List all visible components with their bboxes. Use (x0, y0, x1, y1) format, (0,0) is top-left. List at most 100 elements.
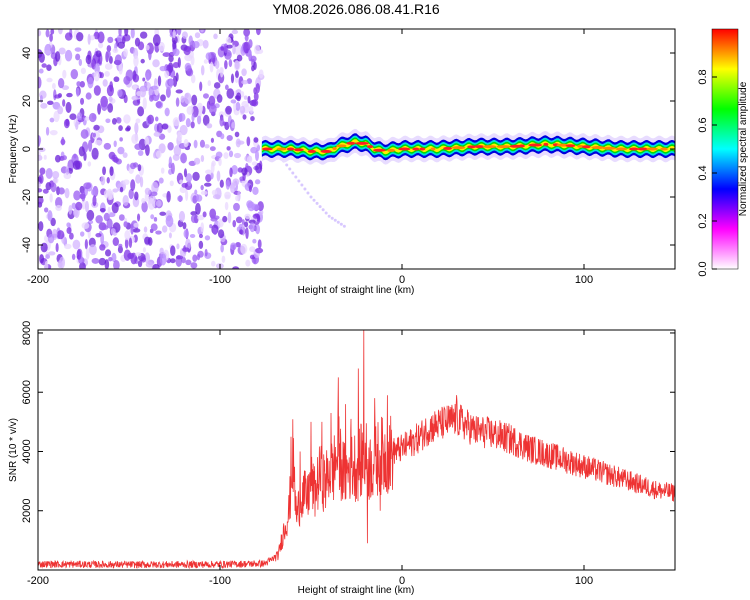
noise-blob (137, 106, 145, 117)
noise-blob (64, 243, 72, 250)
noise-blob (175, 72, 179, 82)
noise-blob (71, 202, 77, 210)
noise-blob (170, 258, 176, 264)
noise-blob (38, 68, 44, 74)
noise-blob (167, 141, 174, 151)
noise-blob (258, 69, 264, 79)
noise-blob (118, 125, 123, 131)
noise-blob (113, 76, 120, 83)
noise-blob (105, 249, 112, 257)
noise-blob (49, 33, 53, 42)
noise-blob (208, 104, 217, 115)
faint-trace-dot (315, 201, 319, 205)
colorbar-tick-label: 0.4 (697, 165, 709, 180)
noise-blob (72, 160, 81, 170)
figure-title: YM08.2026.086.08.41.R16 (272, 1, 440, 17)
noise-blob (221, 255, 226, 263)
spectral-hotspot (293, 148, 304, 152)
faint-trace-dot (285, 163, 289, 167)
noise-blob (241, 68, 247, 77)
noise-blob (133, 55, 139, 67)
snr-ytick-label: 4000 (21, 439, 33, 463)
noise-blob (254, 179, 261, 185)
noise-blob (52, 177, 59, 184)
noise-blob (230, 183, 235, 194)
spectral-hotspot (615, 147, 628, 151)
noise-blob (137, 260, 143, 268)
noise-blob (209, 146, 216, 152)
spectral-hotspot (307, 149, 317, 153)
noise-blob (182, 222, 187, 230)
noise-blob (87, 76, 94, 89)
spectral-hotspot (602, 146, 616, 150)
noise-blob (85, 92, 92, 100)
noise-blob (191, 94, 198, 106)
noise-blob (113, 260, 120, 269)
spectral-hotspot (646, 147, 659, 151)
faint-trace-dot (327, 214, 331, 218)
noise-blob (76, 31, 84, 42)
noise-blob (61, 85, 70, 91)
noise-blob (141, 197, 146, 204)
noise-blob (249, 246, 256, 253)
noise-blob (66, 92, 73, 98)
snr-xtick-label: -200 (27, 575, 49, 587)
noise-blob (193, 157, 201, 165)
noise-blob (99, 244, 106, 251)
spectral-hotspot (565, 144, 576, 148)
noise-blob (142, 247, 146, 253)
noise-blob (235, 101, 241, 111)
noise-blob (108, 96, 113, 102)
noise-blob (250, 115, 255, 122)
noise-blob (106, 177, 110, 184)
noise-blob (157, 75, 162, 87)
noise-blob (231, 121, 236, 129)
noise-blob (111, 118, 117, 125)
noise-blob (39, 167, 46, 175)
noise-blob (75, 53, 81, 61)
noise-blob (241, 219, 245, 226)
noise-blob (107, 50, 111, 58)
noise-blob (234, 131, 240, 138)
spectral-hotspot (320, 149, 332, 153)
noise-blob (168, 156, 173, 168)
noise-blob (40, 242, 48, 253)
spectral-hotspot (366, 145, 374, 149)
noise-blob (51, 83, 56, 90)
noise-blob (190, 262, 198, 269)
noise-blob (124, 230, 131, 241)
noise-blob (203, 93, 209, 99)
noise-blob (231, 29, 239, 35)
noise-blob (38, 30, 42, 37)
noise-blob (251, 161, 258, 166)
faint-trace-dot (339, 222, 343, 226)
noise-blob (99, 208, 106, 213)
noise-blob (226, 44, 233, 49)
noise-blob (79, 81, 85, 88)
noise-blob (183, 168, 188, 178)
noise-blob (83, 182, 92, 190)
snr-x-axis-label: Height of straight line (km) (298, 585, 415, 596)
noise-blob (180, 153, 187, 164)
noise-blob (185, 173, 193, 183)
noise-blob (223, 43, 229, 54)
noise-blob (118, 62, 123, 75)
spectral-hotspot (398, 147, 411, 151)
noise-blob (168, 55, 174, 63)
noise-blob (92, 195, 97, 207)
noise-blob (93, 124, 100, 131)
noise-blob (247, 95, 251, 104)
noise-blob (222, 215, 228, 223)
noise-blob (111, 252, 117, 263)
noise-blob (155, 200, 162, 207)
noise-blob (47, 233, 55, 244)
colorbar-label: Normalized spectral amplitude (738, 81, 749, 216)
spectrogram-plot-area (38, 29, 675, 269)
noise-blob (100, 176, 106, 186)
noise-blob (64, 187, 70, 199)
noise-blob (126, 125, 131, 131)
noise-blob (181, 31, 188, 39)
noise-blob (137, 164, 142, 172)
spectral-hotspot (577, 144, 584, 148)
spectral-hotspot (261, 147, 273, 151)
